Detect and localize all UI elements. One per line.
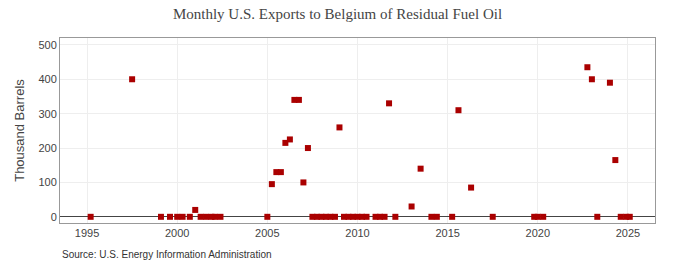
svg-text:0: 0 [51, 211, 57, 223]
svg-text:1995: 1995 [75, 227, 99, 239]
svg-text:500: 500 [38, 39, 56, 51]
svg-text:Monthly U.S. Exports to Belgiu: Monthly U.S. Exports to Belgium of Resid… [173, 6, 502, 22]
svg-text:2000: 2000 [165, 227, 189, 239]
svg-text:400: 400 [38, 73, 56, 85]
svg-text:2010: 2010 [345, 227, 369, 239]
svg-text:Thousand Barrels: Thousand Barrels [12, 79, 27, 182]
svg-text:200: 200 [38, 142, 56, 154]
svg-text:2020: 2020 [526, 227, 550, 239]
svg-text:300: 300 [38, 108, 56, 120]
svg-text:2025: 2025 [616, 227, 640, 239]
svg-text:Source: U.S. Energy Informatio: Source: U.S. Energy Information Administ… [62, 249, 272, 260]
svg-text:2015: 2015 [435, 227, 459, 239]
svg-text:100: 100 [38, 176, 56, 188]
svg-text:2005: 2005 [255, 227, 279, 239]
